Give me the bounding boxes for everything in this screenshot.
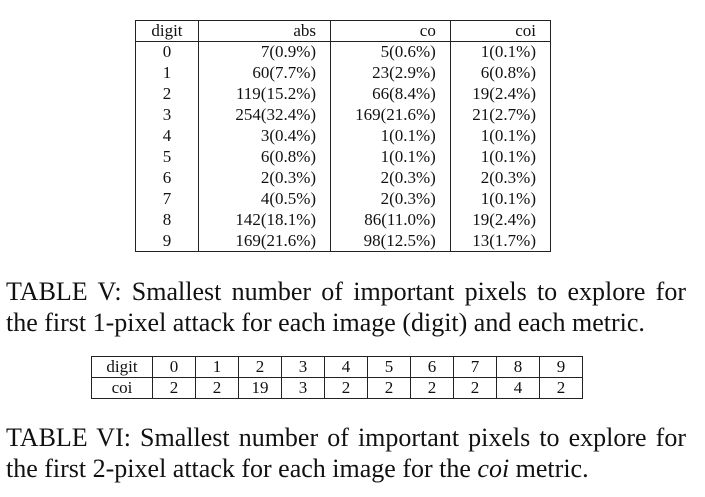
table-row: 8 142(18.1%) 86(11.0%) 19(2.4%) (135, 209, 552, 231)
table-cell: 4 (135, 125, 199, 147)
table-vi-row-label: coi (91, 377, 153, 399)
table-row: 9 169(21.6%) 98(12.5%) 13(1.7%) (135, 230, 552, 252)
table-cell: 6 (135, 167, 199, 189)
table-cell: 66(8.4%) (330, 83, 451, 105)
table-cell: 13(1.7%) (449, 230, 552, 252)
table-cell: 2(0.3%) (330, 188, 451, 210)
table-cell: 2 (195, 377, 239, 399)
table-cell: 2 (135, 83, 199, 105)
table-cell: 4 (324, 356, 368, 378)
table-cell: 169(21.6%) (330, 104, 451, 126)
table-cell: 9 (539, 356, 583, 378)
table-cell: 2(0.3%) (449, 167, 552, 189)
table-cell: 2 (453, 377, 497, 399)
table-cell: 2(0.3%) (197, 167, 332, 189)
table-cell: 1(0.1%) (449, 188, 552, 210)
table-cell: 142(18.1%) (197, 209, 332, 231)
table-cell: 5 (135, 146, 199, 168)
table-cell: 1(0.1%) (449, 146, 552, 168)
table-cell: 2 (238, 356, 282, 378)
table-vi-body: digit 0 1 2 3 4 5 6 7 8 9 coi 2 2 19 3 2 2 2 2 4 2 (91, 356, 583, 399)
table-cell: 19(2.4%) (449, 83, 552, 105)
table-cell: 8 (496, 356, 540, 378)
table-cell: 86(11.0%) (330, 209, 451, 231)
table-cell: 1 (195, 356, 239, 378)
table-cell: 4 (496, 377, 540, 399)
table-cell: 2 (324, 377, 368, 399)
table-cell: 2 (152, 377, 196, 399)
table-v-caption: TABLE V: Smallest number of important pi… (6, 277, 686, 337)
table-vi-row-coi: coi 2 2 19 3 2 2 2 2 4 2 (91, 377, 583, 399)
table-vi-caption-prefix: TABLE VI: Smallest number of important p… (6, 423, 686, 483)
table-cell: 9 (135, 230, 199, 252)
table-cell: 19(2.4%) (449, 209, 552, 231)
table-v-header-cell: digit (135, 20, 199, 42)
table-v-body: digit abs co coi 0 7(0.9%) 5(0.6%) 1(0.1%) 1 60(7… (135, 20, 552, 252)
table-cell: 1(0.1%) (449, 125, 552, 147)
table-cell: 8 (135, 209, 199, 231)
table-cell: 6(0.8%) (197, 146, 332, 168)
table-cell: 6(0.8%) (449, 62, 552, 84)
table-cell: 7 (453, 356, 497, 378)
table-row: 3 254(32.4%) 169(21.6%) 21(2.7%) (135, 104, 552, 126)
table-cell: 19 (238, 377, 282, 399)
table-v: digit abs co coi 0 7(0.9%) 5(0.6%) 1(0.1%) 1 60(7… (135, 20, 552, 252)
table-cell: 0 (135, 41, 199, 63)
table-vi: digit 0 1 2 3 4 5 6 7 8 9 coi 2 2 19 3 2 2 2 2 4 2 (91, 356, 583, 399)
table-row: 0 7(0.9%) 5(0.6%) 1(0.1%) (135, 41, 552, 63)
table-row: 1 60(7.7%) 23(2.9%) 6(0.8%) (135, 62, 552, 84)
table-v-header-cell: co (330, 20, 451, 42)
table-vi-caption-suffix: metric. (509, 454, 589, 483)
table-cell: 60(7.7%) (197, 62, 332, 84)
table-cell: 4(0.5%) (197, 188, 332, 210)
table-cell: 119(15.2%) (197, 83, 332, 105)
table-cell: 254(32.4%) (197, 104, 332, 126)
table-row: 5 6(0.8%) 1(0.1%) 1(0.1%) (135, 146, 552, 168)
table-cell: 3 (281, 356, 325, 378)
table-cell: 23(2.9%) (330, 62, 451, 84)
table-v-header-row: digit abs co coi (135, 20, 552, 42)
table-row: 6 2(0.3%) 2(0.3%) 2(0.3%) (135, 167, 552, 189)
table-cell: 98(12.5%) (330, 230, 451, 252)
table-row: 7 4(0.5%) 2(0.3%) 1(0.1%) (135, 188, 552, 210)
table-cell: 169(21.6%) (197, 230, 332, 252)
table-cell: 7(0.9%) (197, 41, 332, 63)
table-cell: 0 (152, 356, 196, 378)
table-cell: 3 (135, 104, 199, 126)
table-cell: 7 (135, 188, 199, 210)
table-v-header-cell: abs (197, 20, 332, 42)
table-cell: 1(0.1%) (449, 41, 552, 63)
table-cell: 2(0.3%) (330, 167, 451, 189)
table-vi-caption-metric: coi (477, 454, 510, 483)
table-cell: 5(0.6%) (330, 41, 451, 63)
table-vi-caption: TABLE VI: Smallest number of important p… (6, 422, 686, 484)
table-cell: 2 (367, 377, 411, 399)
table-cell: 1 (135, 62, 199, 84)
table-vi-row-label: digit (91, 356, 153, 378)
table-row: 4 3(0.4%) 1(0.1%) 1(0.1%) (135, 125, 552, 147)
table-cell: 1(0.1%) (330, 146, 451, 168)
table-cell: 2 (539, 377, 583, 399)
table-cell: 2 (410, 377, 454, 399)
table-cell: 1(0.1%) (330, 125, 451, 147)
table-vi-row-digit: digit 0 1 2 3 4 5 6 7 8 9 (91, 356, 583, 378)
table-cell: 5 (367, 356, 411, 378)
table-v-header-cell: coi (449, 20, 552, 42)
table-cell: 3(0.4%) (197, 125, 332, 147)
table-cell: 3 (281, 377, 325, 399)
table-cell: 21(2.7%) (449, 104, 552, 126)
cropped-text-top (150, 0, 154, 13)
table-row: 2 119(15.2%) 66(8.4%) 19(2.4%) (135, 83, 552, 105)
table-cell: 6 (410, 356, 454, 378)
